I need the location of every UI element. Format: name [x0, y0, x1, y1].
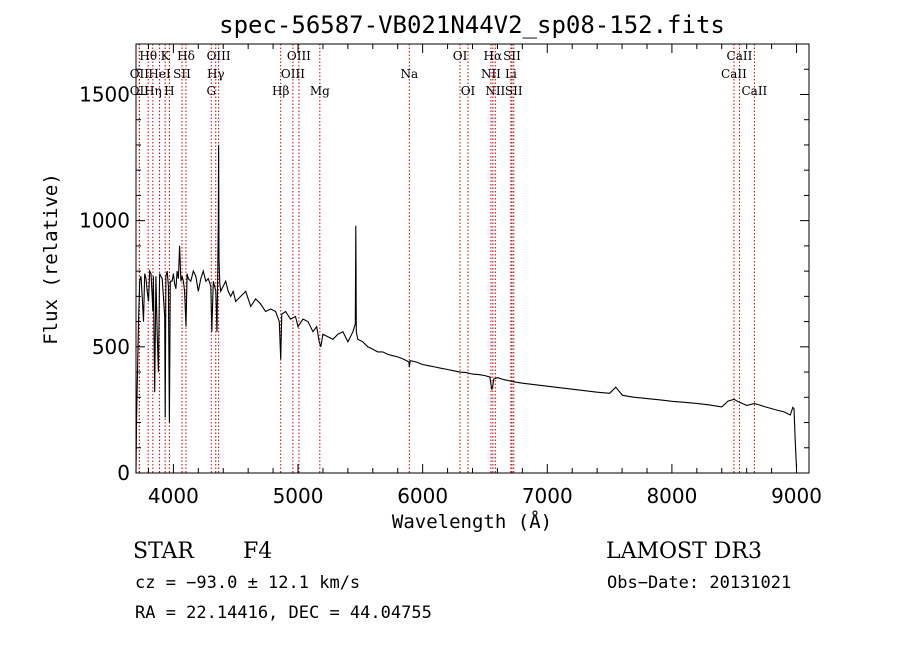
y-tick-label-0: 0 — [117, 461, 130, 485]
observation-date: Obs−Date: 20131021 — [607, 573, 792, 593]
spectral-line-label-8: Hδ — [177, 49, 195, 63]
x-tick-label-3: 7000 — [522, 484, 573, 508]
spectral-line-label-6: H — [164, 84, 174, 98]
spectral-line-label-24: SII — [505, 84, 523, 98]
axis-ticks: 4000 5000 6000 7000 8000 9000 0 500 1000 1500 — [79, 44, 822, 508]
flux-series-line — [135, 144, 798, 474]
spectral-line-label-11: G — [206, 84, 216, 98]
spectral-line-label-27: CaII — [741, 84, 767, 98]
y-tick-label-3: 1500 — [79, 82, 130, 106]
spectral-line-label-16: Na — [400, 67, 418, 81]
spectral-line-label-21: NII — [485, 84, 505, 98]
x-tick-label-5: 9000 — [771, 484, 822, 508]
spectrum-chart: spec-56587-VB021N44V2_sp08-152.fits OII O… — [40, 11, 822, 533]
chart-title: spec-56587-VB021N44V2_sp08-152.fits — [219, 11, 725, 39]
spectral-line-label-10: Hγ — [207, 67, 225, 81]
spectral-line-label-26: CaII — [721, 67, 747, 81]
y-tick-label-2: 1000 — [79, 209, 130, 233]
x-tick-label-4: 8000 — [646, 484, 697, 508]
x-tick-label-0: 4000 — [148, 484, 199, 508]
spectral-line-label-19: Hα — [484, 49, 503, 63]
spectral-line-label-25: CaII — [727, 49, 753, 63]
spectral-line-label-15: Mg — [310, 84, 330, 98]
redshift-readout: cz = −93.0 ± 12.1 km/s — [135, 573, 361, 593]
object-class: STAR — [133, 539, 194, 564]
survey-name: LAMOST DR3 — [606, 539, 762, 564]
spectral-line-label-5: K — [161, 49, 171, 63]
y-tick-label-1: 500 — [92, 335, 130, 359]
object-subclass: F4 — [243, 539, 273, 564]
x-tick-label-2: 6000 — [397, 484, 448, 508]
spectral-line-label-23: Li — [505, 67, 517, 81]
spectral-line-label-4: HeI — [148, 67, 171, 81]
spectral-line-label-0: OII — [130, 67, 150, 81]
spectral-line-label-18: OI — [461, 84, 476, 98]
spectral-line-label-14: OIII — [287, 49, 311, 63]
spectral-line-label-9: OIII — [207, 49, 231, 63]
spectral-line-label-2: Hθ — [139, 49, 157, 63]
spectral-line-markers — [138, 44, 755, 473]
plot-frame — [135, 43, 810, 474]
spectral-line-label-12: Hβ — [272, 84, 289, 98]
x-tick-label-1: 5000 — [273, 484, 324, 508]
spectral-line-label-20: NII — [481, 67, 501, 81]
spectral-line-label-3: Hη — [144, 84, 162, 98]
spectral-line-label-7: SII — [173, 67, 191, 81]
spectral-line-label-22: SII — [503, 49, 521, 63]
spectral-line-label-17: OI — [453, 49, 468, 63]
x-axis-label: Wavelength (Å) — [392, 510, 552, 533]
y-axis-label: Flux (relative) — [40, 173, 62, 345]
spectral-line-label-13: OIII — [281, 67, 305, 81]
coordinates-readout: RA = 22.14416, DEC = 44.04755 — [135, 603, 432, 623]
